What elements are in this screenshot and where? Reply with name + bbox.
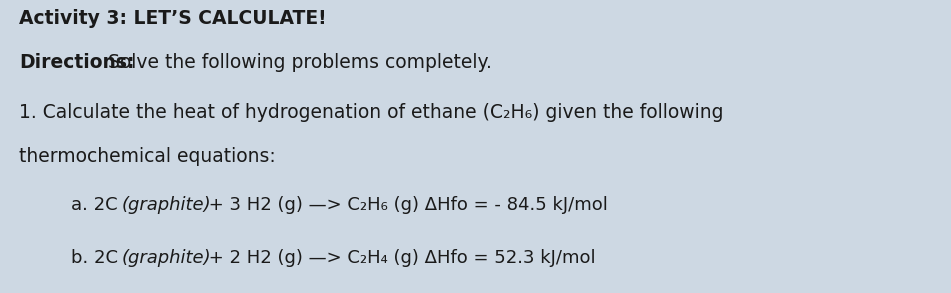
Text: b. 2C: b. 2C — [71, 249, 124, 267]
Text: (graphite): (graphite) — [122, 249, 211, 267]
Text: + 3 H2 (g) —> C₂H₆ (g) ΔHfo = - 84.5 kJ/mol: + 3 H2 (g) —> C₂H₆ (g) ΔHfo = - 84.5 kJ/… — [203, 196, 608, 214]
Text: + 2 H2 (g) —> C₂H₄ (g) ΔHfo = 52.3 kJ/mol: + 2 H2 (g) —> C₂H₄ (g) ΔHfo = 52.3 kJ/mo… — [203, 249, 595, 267]
Text: Activity 3: LET’S CALCULATE!: Activity 3: LET’S CALCULATE! — [19, 9, 326, 28]
Text: (graphite): (graphite) — [122, 196, 211, 214]
Text: Directions:: Directions: — [19, 53, 134, 72]
Text: 1. Calculate the heat of hydrogenation of ethane (C₂H₆) given the following: 1. Calculate the heat of hydrogenation o… — [19, 103, 724, 122]
Text: a. 2C: a. 2C — [71, 196, 124, 214]
Text: Solve the following problems completely.: Solve the following problems completely. — [102, 53, 492, 72]
Text: thermochemical equations:: thermochemical equations: — [19, 146, 276, 166]
